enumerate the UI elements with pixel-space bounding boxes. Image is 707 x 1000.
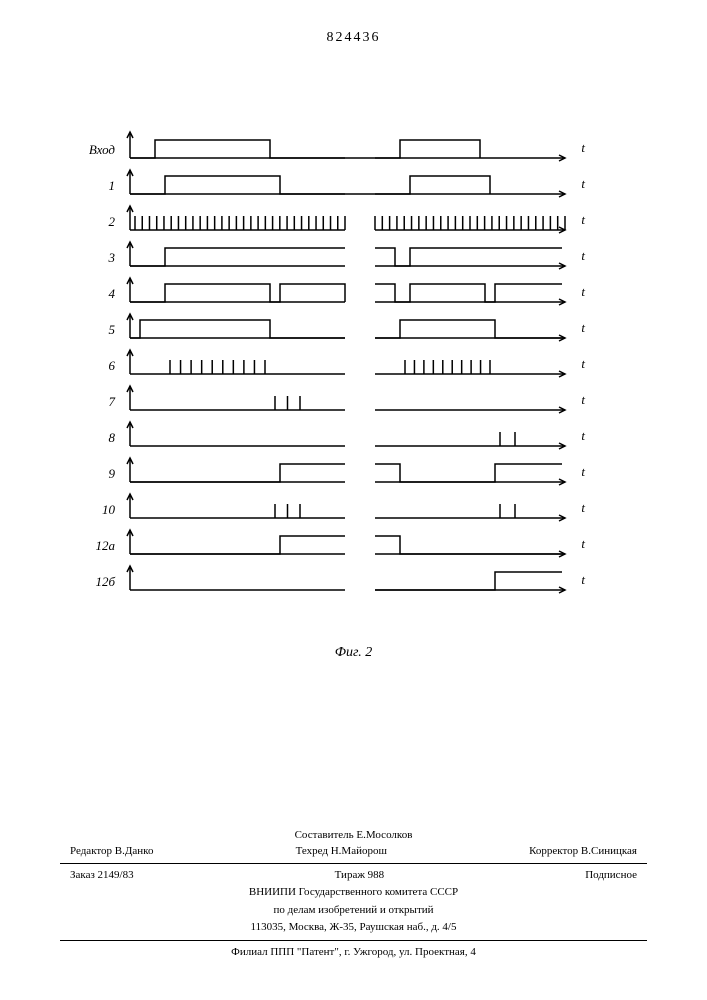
footer-rule-2 <box>60 940 647 941</box>
time-axis-label: t <box>581 140 585 156</box>
footer-tech: Техред Н.Майорош <box>296 844 387 859</box>
time-axis-label: t <box>581 500 585 516</box>
footer-org2: по делам изобретений и открытий <box>60 903 647 918</box>
time-axis-label: t <box>581 320 585 336</box>
row-label: 7 <box>75 394 115 410</box>
footer-branch: Филиал ППП "Патент", г. Ужгород, ул. Про… <box>60 945 647 960</box>
waveform <box>120 130 570 164</box>
timing-row: 6t <box>120 346 570 380</box>
row-label: 12а <box>75 538 115 554</box>
time-axis-label: t <box>581 428 585 444</box>
footer-editor: Редактор В.Данко <box>70 844 153 859</box>
row-label: 2 <box>75 214 115 230</box>
time-axis-label: t <box>581 536 585 552</box>
timing-row: 3t <box>120 238 570 272</box>
row-label: 8 <box>75 430 115 446</box>
row-label: 3 <box>75 250 115 266</box>
footer-compiler: Составитель Е.Мосолков <box>60 828 647 843</box>
footer-rule-1 <box>60 863 647 864</box>
page-number: 824436 <box>327 30 381 46</box>
waveform <box>120 310 570 344</box>
waveform <box>120 274 570 308</box>
timing-row: 4t <box>120 274 570 308</box>
waveform <box>120 166 570 200</box>
timing-row: 12бt <box>120 562 570 596</box>
waveform <box>120 454 570 488</box>
footer-corrector: Корректор В.Синицкая <box>529 844 637 859</box>
row-label: 1 <box>75 178 115 194</box>
row-label: 9 <box>75 466 115 482</box>
time-axis-label: t <box>581 572 585 588</box>
waveform <box>120 562 570 596</box>
footer: Составитель Е.Мосолков Редактор В.Данко … <box>60 826 647 960</box>
time-axis-label: t <box>581 248 585 264</box>
timing-row: 1t <box>120 166 570 200</box>
time-axis-label: t <box>581 392 585 408</box>
row-label: 12б <box>75 574 115 590</box>
timing-row: 8t <box>120 418 570 452</box>
timing-row: 10t <box>120 490 570 524</box>
timing-row: 5t <box>120 310 570 344</box>
footer-tirage: Тираж 988 <box>335 868 385 883</box>
footer-address: 113035, Москва, Ж-35, Раушская наб., д. … <box>60 920 647 935</box>
row-label: 6 <box>75 358 115 374</box>
waveform <box>120 526 570 560</box>
time-axis-label: t <box>581 464 585 480</box>
row-label: Вход <box>75 142 115 158</box>
timing-row: Входt <box>120 130 570 164</box>
time-axis-label: t <box>581 212 585 228</box>
row-label: 4 <box>75 286 115 302</box>
footer-org1: ВНИИПИ Государственного комитета СССР <box>60 885 647 900</box>
timing-diagram: Входt1t2t3t4t5t6t7t8t9t10t12аt12бt <box>120 130 570 598</box>
waveform <box>120 382 570 416</box>
footer-order: Заказ 2149/83 <box>70 868 134 883</box>
waveform <box>120 490 570 524</box>
timing-row: 7t <box>120 382 570 416</box>
time-axis-label: t <box>581 176 585 192</box>
row-label: 5 <box>75 322 115 338</box>
footer-subscription: Подписное <box>585 868 637 883</box>
waveform <box>120 238 570 272</box>
row-label: 10 <box>75 502 115 518</box>
timing-row: 2t <box>120 202 570 236</box>
timing-row: 9t <box>120 454 570 488</box>
figure-caption: Фиг. 2 <box>335 645 373 661</box>
waveform <box>120 202 570 236</box>
waveform <box>120 418 570 452</box>
time-axis-label: t <box>581 356 585 372</box>
time-axis-label: t <box>581 284 585 300</box>
timing-row: 12аt <box>120 526 570 560</box>
waveform <box>120 346 570 380</box>
